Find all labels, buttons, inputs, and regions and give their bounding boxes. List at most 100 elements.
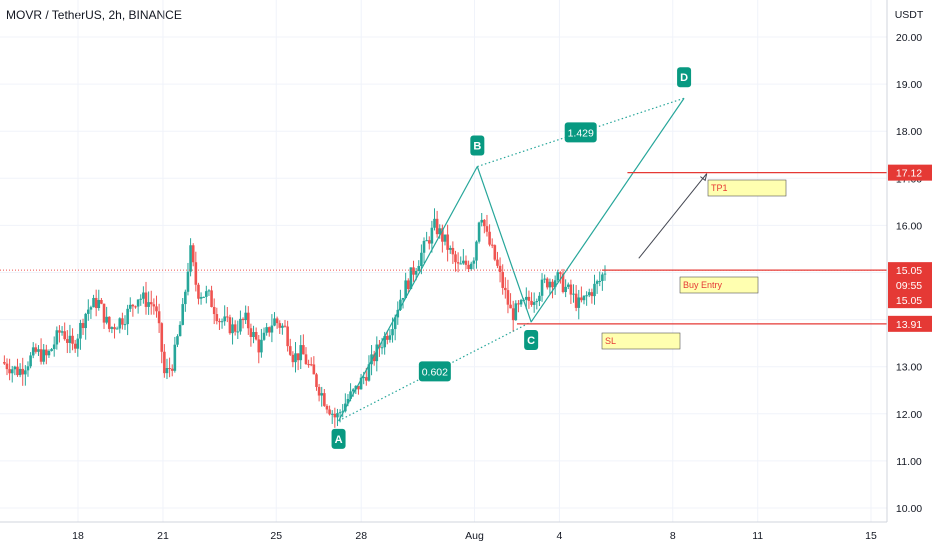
candle-body	[147, 302, 150, 307]
candle-body	[349, 391, 352, 399]
candle-body	[548, 281, 552, 288]
candle-body	[89, 307, 93, 310]
candle-body	[29, 355, 32, 367]
candle-body	[580, 297, 583, 301]
pattern-leg-CD	[530, 97, 685, 323]
candle-body	[435, 218, 439, 235]
candle-body	[535, 300, 539, 303]
candle-body	[60, 331, 64, 333]
candle-body	[538, 295, 541, 301]
candle-body	[336, 413, 339, 418]
candle-body	[412, 267, 415, 275]
candle-body	[572, 293, 575, 295]
candle-body	[312, 364, 316, 375]
candle-body	[291, 354, 295, 363]
candle-body	[430, 227, 434, 244]
candle-body	[299, 345, 303, 361]
candle-body	[58, 330, 61, 333]
candle-body	[100, 299, 103, 304]
x-tick-label: 28	[355, 530, 367, 542]
point-badge-D	[677, 67, 692, 88]
candle-body	[246, 312, 250, 329]
candle-body	[315, 374, 318, 387]
candle-body	[307, 364, 310, 366]
candle-body	[24, 370, 27, 375]
candle-body	[475, 241, 478, 261]
candle-body	[399, 299, 402, 310]
candle-body	[121, 318, 124, 325]
candle-body	[3, 361, 6, 364]
ratio-badge	[564, 122, 597, 143]
level-tag-17.12	[888, 164, 932, 181]
candle-body	[241, 318, 245, 321]
candle-body	[320, 393, 324, 396]
y-tick-label: 20.00	[896, 32, 922, 44]
projection-arrow	[638, 173, 708, 259]
candle-body	[152, 304, 156, 307]
ratio-badge	[418, 361, 451, 382]
candle-body	[71, 335, 74, 344]
candle-body	[13, 366, 17, 370]
candle-body	[81, 322, 85, 329]
candle-body	[527, 296, 531, 301]
candle-body	[262, 332, 266, 340]
price-axis: USDT10.0011.0012.0013.0014.0015.0016.001…	[886, 0, 932, 550]
point-label-A: A	[335, 434, 343, 446]
candle-body	[10, 369, 14, 374]
candle-body	[525, 296, 528, 300]
level-note-buy-entry	[679, 276, 759, 294]
candle-body	[228, 317, 232, 334]
candle-body	[21, 368, 25, 375]
candle-body	[173, 344, 177, 371]
candle-body	[218, 321, 221, 323]
candle-body	[123, 324, 127, 326]
candle-body	[163, 351, 166, 374]
candle-body	[50, 349, 53, 351]
candle-body	[257, 339, 261, 353]
candle-body	[244, 312, 247, 321]
candle-body	[317, 386, 321, 396]
candle-body	[215, 314, 219, 322]
time-axis: 18 21 25 28 Aug 4 8 11 15	[0, 521, 887, 550]
candle-body	[278, 323, 282, 328]
candle-body	[425, 240, 428, 242]
current-price-text: 15.05	[896, 295, 922, 307]
candle-body	[142, 292, 145, 299]
candle-body	[488, 231, 491, 245]
candle-body	[302, 345, 305, 355]
candle-body	[380, 347, 384, 349]
candle-body	[372, 354, 376, 362]
candle-body	[422, 240, 426, 253]
candle-body	[178, 324, 182, 337]
candle-body	[451, 247, 455, 255]
candle-body	[456, 262, 460, 264]
candle-body	[383, 335, 386, 348]
currency-label: USDT	[895, 9, 924, 21]
candle-body	[165, 368, 169, 374]
candle-body	[566, 284, 570, 287]
candle-body	[595, 281, 599, 284]
candle-body	[587, 292, 591, 296]
candle-body	[202, 296, 205, 298]
candle-body	[443, 234, 447, 242]
x-tick-label: 8	[670, 530, 676, 542]
candle-body	[304, 354, 308, 365]
candle-body	[438, 228, 442, 235]
candle-body	[260, 339, 263, 353]
candle-body	[477, 222, 481, 242]
candle-body	[459, 263, 463, 265]
candle-body	[84, 313, 87, 329]
candle-body	[86, 309, 90, 314]
candle-body	[79, 322, 82, 339]
candle-body	[490, 244, 494, 246]
level-tag-text: 17.12	[896, 168, 922, 180]
candle-body	[239, 318, 242, 332]
candle-body	[226, 316, 229, 318]
candle-body	[506, 290, 510, 305]
candle-body	[504, 287, 507, 291]
candle-body	[210, 290, 213, 308]
candle-body	[501, 272, 504, 288]
candle-body	[585, 295, 588, 297]
point-label-B: B	[473, 141, 481, 153]
